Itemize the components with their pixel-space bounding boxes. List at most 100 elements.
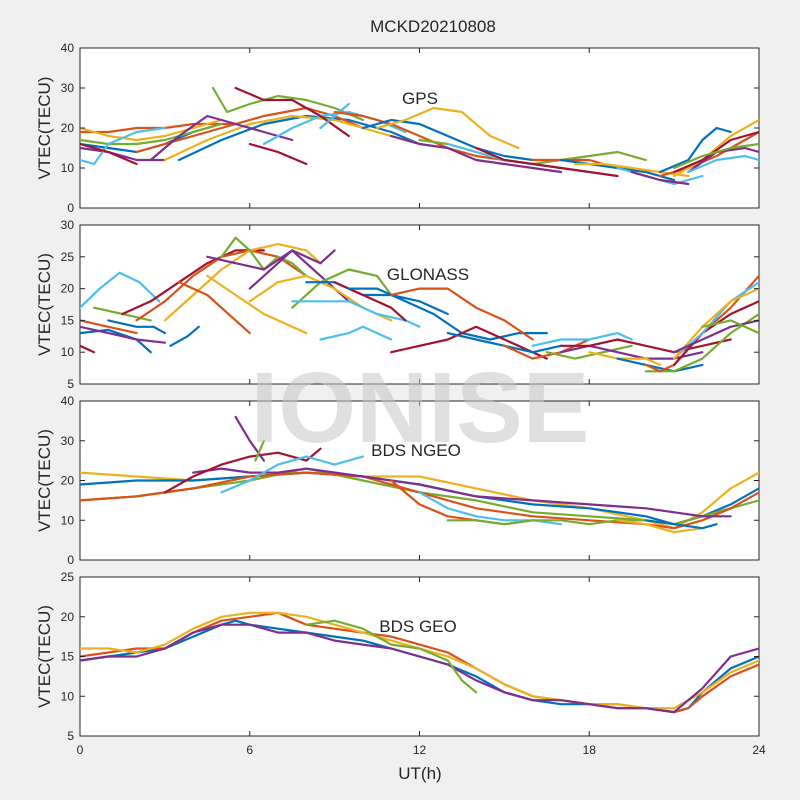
series-line (234, 86, 350, 138)
y-tick-label: 20 (61, 121, 75, 135)
y-tick-label: 15 (61, 313, 75, 327)
panel-label: GLONASS (387, 265, 469, 284)
series-line (390, 134, 563, 174)
series-line (630, 170, 690, 186)
y-tick-label: 0 (67, 553, 74, 567)
series-line (291, 300, 421, 328)
x-tick-label: 24 (752, 743, 766, 757)
series-line (361, 118, 534, 162)
series-line (163, 114, 421, 162)
series-line (390, 287, 534, 341)
panel-label: BDS NGEO (371, 441, 461, 460)
series-line (305, 281, 449, 316)
series-line (80, 467, 759, 526)
series-line (107, 319, 166, 335)
y-tick-label: 30 (61, 218, 75, 232)
series-line (446, 519, 647, 526)
series-line (80, 142, 138, 166)
series-line (687, 154, 759, 174)
x-axis-label: UT(h) (398, 764, 441, 783)
y-tick-label: 20 (61, 282, 75, 296)
series-line (80, 623, 759, 714)
y-axis-label: VTEC(TECU) (35, 429, 54, 532)
y-tick-label: 40 (61, 394, 75, 408)
panel-label: GPS (402, 89, 438, 108)
y-tick-label: 10 (61, 161, 75, 175)
y-tick-label: 15 (61, 650, 75, 664)
figure-title: MCKD20210808 (370, 17, 496, 36)
series-line (80, 344, 96, 354)
series-line (616, 357, 704, 373)
series-line (220, 455, 364, 494)
series-line (80, 122, 237, 134)
y-tick-label: 20 (61, 474, 75, 488)
series-group (80, 86, 759, 186)
y-tick-label: 10 (61, 345, 75, 359)
y-axis-label: VTEC(TECU) (35, 605, 54, 708)
y-tick-label: 40 (61, 41, 75, 55)
axes-background (79, 47, 760, 209)
y-tick-label: 20 (61, 610, 75, 624)
series-line (121, 249, 265, 316)
series-line (80, 118, 223, 142)
series-line (559, 338, 732, 354)
y-axis-label: VTEC(TECU) (35, 77, 54, 180)
series-line (673, 142, 759, 170)
y-tick-label: 10 (61, 513, 75, 527)
series-line (347, 287, 548, 341)
series-line (644, 519, 718, 530)
series-line (305, 619, 478, 694)
series-group (80, 611, 759, 714)
y-tick-label: 5 (67, 729, 74, 743)
series-line (177, 281, 251, 335)
series-line (163, 447, 322, 494)
series-line (254, 439, 265, 462)
series-line (644, 312, 759, 373)
series-line (319, 325, 393, 341)
series-line (616, 519, 704, 534)
panel-label: BDS GEO (379, 617, 456, 636)
series-line (291, 268, 393, 309)
series-line (192, 467, 732, 518)
panels: 0 10 20 30 40 VTEC(TECU) GPS 5 10 15 20 25 30 VTEC(TE… (35, 41, 766, 757)
series-line (80, 325, 166, 344)
series-line (673, 287, 759, 360)
y-tick-label: 30 (61, 434, 75, 448)
series-line (169, 325, 200, 347)
panel-gps: 0 10 20 30 40 VTEC(TECU) GPS (35, 41, 760, 215)
series-line (531, 332, 633, 347)
panel-bds-geo: 5 10 15 20 25 0 6 12 18 24 VTEC(TECU) BDS GEO (35, 570, 766, 757)
series-line (248, 142, 308, 166)
x-tick-label: 0 (77, 743, 84, 757)
series-line (80, 271, 161, 309)
series-line (177, 114, 421, 162)
series-line (376, 106, 520, 150)
y-tick-label: 25 (61, 570, 75, 584)
panel-bds-ngeo: 0 10 20 30 40 VTEC(TECU) BDS NGEO (35, 394, 760, 567)
series-line (206, 274, 308, 335)
series-line (80, 328, 152, 354)
series-line (319, 102, 350, 130)
series-line (658, 126, 732, 174)
y-tick-label: 10 (61, 689, 75, 703)
series-line (687, 146, 759, 174)
series-line (80, 126, 166, 166)
y-tick-label: 0 (67, 201, 74, 215)
y-tick-label: 30 (61, 81, 75, 95)
series-group (80, 415, 759, 534)
series-line (545, 344, 633, 360)
series-line (673, 130, 759, 174)
series-line (80, 319, 138, 335)
series-line (588, 351, 662, 366)
series-line (80, 471, 759, 530)
series-line (475, 146, 619, 178)
panel-glonass: 5 10 15 20 25 30 VTEC(TECU) GLONASS (35, 218, 760, 391)
x-tick-label: 6 (246, 743, 253, 757)
series-group (80, 236, 759, 373)
series-line (211, 86, 364, 122)
series-line (80, 122, 223, 146)
series-line (701, 319, 759, 335)
series-line (673, 319, 759, 354)
x-tick-label: 12 (413, 743, 427, 757)
